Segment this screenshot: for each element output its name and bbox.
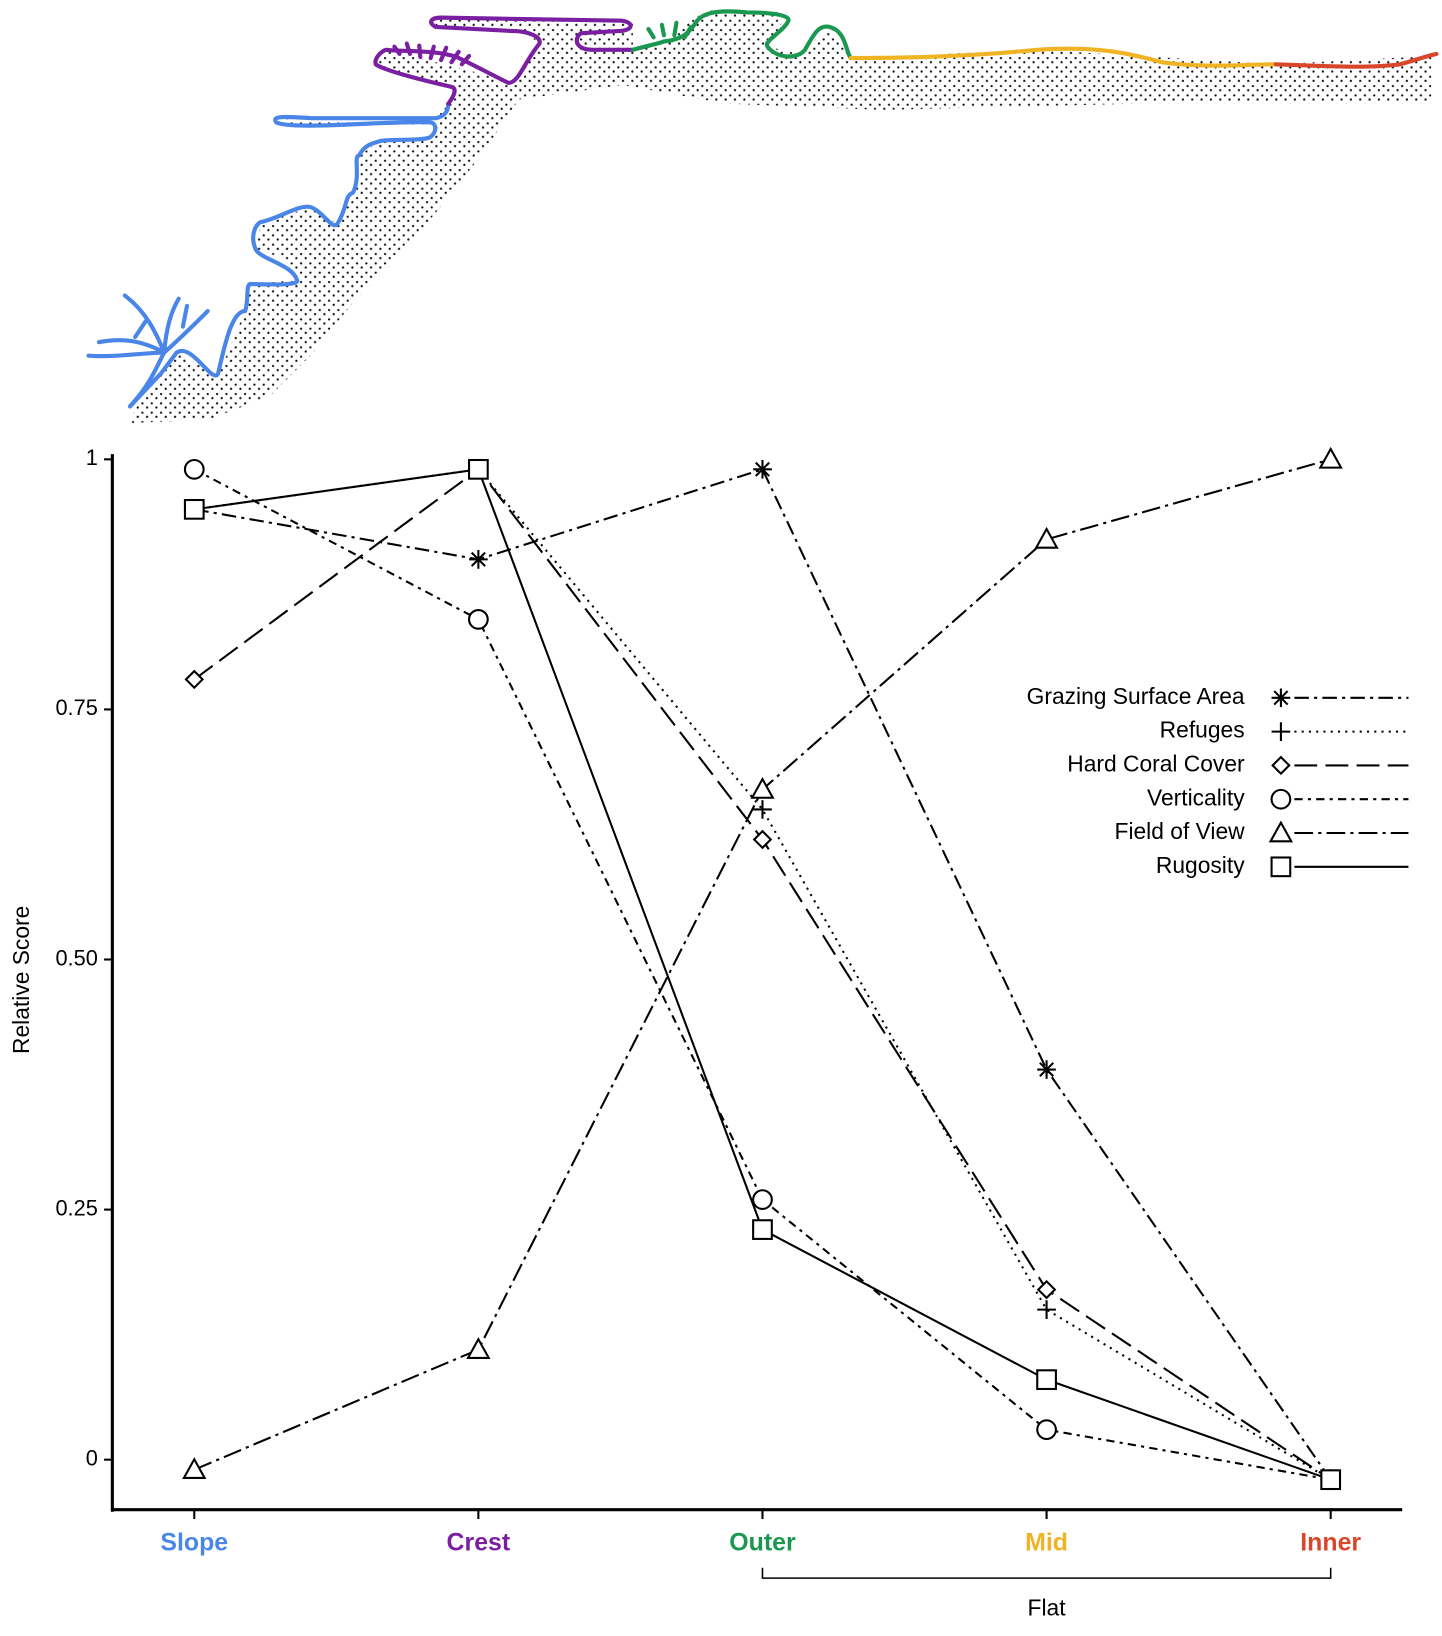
series-line xyxy=(194,469,1330,1479)
data-point xyxy=(186,671,203,688)
x-tick-label: Inner xyxy=(1300,1528,1361,1556)
chart: Relative Score 0 0.25 0.50 0.75 1 Slope Crest O… xyxy=(0,0,1442,1631)
data-point xyxy=(469,460,488,479)
data-point xyxy=(1037,1300,1056,1319)
series-line xyxy=(194,469,1330,1479)
data-point xyxy=(1038,1281,1055,1298)
bracket-label: Flat xyxy=(1028,1594,1067,1620)
data-point xyxy=(184,1459,205,1478)
legend-marker xyxy=(1271,823,1292,842)
series-line xyxy=(194,459,1330,1469)
legend-marker xyxy=(1272,722,1291,741)
data-point xyxy=(469,550,488,569)
data-point xyxy=(469,610,488,629)
series-line xyxy=(194,469,1330,1479)
data-point xyxy=(753,1190,772,1209)
y-axis-label: Relative Score xyxy=(8,906,34,1054)
y-tick-label: 1 xyxy=(86,445,98,470)
data-point xyxy=(185,460,204,479)
legend-label: Verticality xyxy=(1147,784,1245,810)
data-point xyxy=(753,800,772,819)
legend-marker xyxy=(1272,688,1291,707)
legend-label: Grazing Surface Area xyxy=(1027,683,1245,709)
y-tick-label: 0 xyxy=(86,1445,98,1470)
legend-label: Rugosity xyxy=(1156,852,1245,878)
legend-marker xyxy=(1273,757,1290,774)
x-tick-label: Mid xyxy=(1025,1528,1068,1556)
x-tick-label: Crest xyxy=(447,1528,511,1556)
y-tick-label: 0.75 xyxy=(55,695,97,720)
x-tick-label: Slope xyxy=(160,1528,228,1556)
bracket xyxy=(762,1568,1330,1578)
data-point xyxy=(754,831,771,848)
legend-marker xyxy=(1272,857,1291,876)
reef-illustration xyxy=(89,10,1437,423)
page: {"chart_data": { "type": "line", "y_labe… xyxy=(0,0,1442,1631)
y-tick-label: 0.25 xyxy=(55,1195,97,1220)
series-line xyxy=(194,469,1330,1479)
x-tick-label: Outer xyxy=(729,1528,796,1556)
series-line xyxy=(194,469,1330,1479)
data-point xyxy=(185,500,204,519)
data-point xyxy=(1320,449,1341,468)
legend-label: Field of View xyxy=(1115,818,1246,844)
data-point xyxy=(753,460,772,479)
data-point xyxy=(468,1339,489,1358)
data-point xyxy=(1037,1420,1056,1439)
legend-label: Hard Coral Cover xyxy=(1067,750,1245,776)
data-point xyxy=(753,1220,772,1239)
legend-marker xyxy=(1272,790,1291,809)
data-point xyxy=(1321,1470,1340,1489)
data-point xyxy=(1037,1060,1056,1079)
legend-label: Refuges xyxy=(1160,717,1245,743)
y-tick-label: 0.50 xyxy=(55,945,97,970)
data-point xyxy=(1037,1370,1056,1389)
